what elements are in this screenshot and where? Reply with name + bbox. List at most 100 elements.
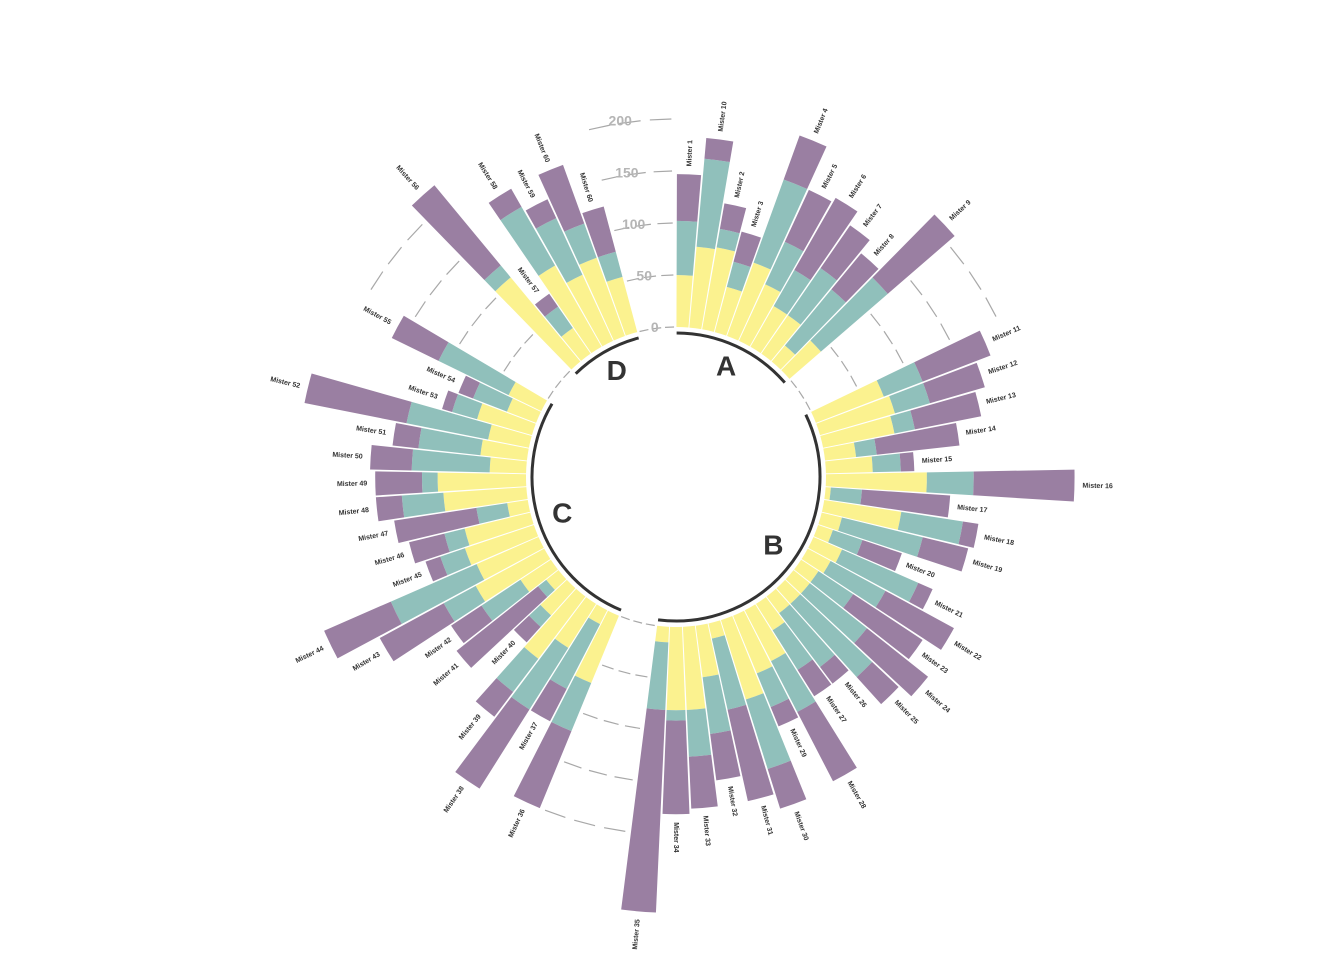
grid-tick	[805, 401, 811, 411]
bar-label: Mister 53	[407, 385, 438, 401]
bar-segment-observation-3	[375, 471, 423, 496]
grid-tick	[635, 223, 651, 227]
bar-label: Mister 17	[957, 504, 988, 514]
bar-segment-observation-2	[676, 220, 698, 276]
bar-segment-observation-3	[973, 469, 1075, 502]
group-arc	[657, 414, 822, 623]
grid-tick	[870, 313, 881, 327]
bar-segment-observation-2	[765, 241, 804, 292]
bar-label: Mister 46	[374, 552, 405, 567]
grid-tick	[407, 223, 423, 241]
bar-segment-observation-1	[825, 456, 873, 474]
grid-tick	[614, 226, 630, 232]
bar-segment-observation-2	[773, 270, 811, 315]
group-label: B	[763, 530, 783, 561]
bar-segment-observation-1	[538, 265, 602, 354]
bar-segment-observation-2	[871, 453, 901, 473]
grid-tick	[895, 349, 904, 364]
bar-segment-observation-1	[489, 457, 527, 474]
bar-segment-observation-1	[520, 559, 558, 592]
bar-segment-observation-3	[843, 594, 923, 660]
bar-segment-observation-1	[714, 286, 742, 336]
bar-segment-observation-2	[529, 604, 552, 627]
bar-label: Mister 6	[848, 173, 868, 199]
bar-segment-observation-1	[825, 472, 927, 493]
bar-segment-observation-3	[392, 422, 422, 449]
grid-tick	[370, 271, 384, 290]
bar-label: Mister 31	[759, 805, 774, 836]
grid-tick	[850, 375, 858, 387]
bar-segment-observation-3	[394, 507, 480, 544]
bar-segment-observation-1	[824, 487, 831, 500]
grid-tick	[619, 120, 641, 125]
bar-segment-observation-1	[720, 616, 764, 700]
bar-segment-observation-1	[507, 499, 531, 517]
bar-segment-observation-2	[823, 561, 886, 608]
bar-segment-observation-2	[753, 179, 808, 270]
bar-segment-observation-3	[914, 330, 991, 382]
grid-tick	[485, 297, 497, 310]
bar-label: Mister 51	[356, 425, 387, 436]
bar-segment-observation-1	[794, 559, 819, 583]
bar-segment-observation-3	[375, 495, 405, 522]
bar-segment-observation-1	[443, 487, 528, 512]
bar-label: Mister 15	[922, 456, 953, 465]
group-arc	[574, 336, 640, 375]
bar-segment-observation-1	[554, 597, 597, 648]
bar-segment-observation-1	[820, 416, 895, 448]
grid-tick	[603, 827, 626, 832]
grid-tick	[940, 323, 951, 341]
bar-label: Mister 35	[632, 919, 642, 950]
bar-segment-observation-3	[909, 582, 933, 610]
bar-segment-observation-1	[579, 257, 625, 341]
bar-segment-observation-2	[771, 652, 816, 712]
bar-segment-observation-3	[784, 189, 832, 252]
bar-segment-observation-3	[370, 445, 414, 471]
bar-segment-observation-3	[513, 615, 541, 643]
bar-segment-observation-3	[958, 521, 979, 548]
bar-segment-observation-2	[686, 708, 712, 757]
grid-tick	[624, 725, 641, 730]
bar-segment-observation-2	[511, 638, 569, 710]
grid-tick	[949, 246, 965, 265]
bar-segment-observation-2	[438, 342, 516, 396]
bar-segment-observation-1	[781, 340, 821, 379]
bar-segment-observation-1	[708, 620, 725, 639]
bar-segment-observation-2	[810, 277, 888, 352]
bar-segment-observation-2	[452, 394, 483, 420]
grid-layer	[370, 118, 997, 832]
bar-label: Mister 37	[519, 721, 540, 751]
group-label: D	[607, 355, 627, 386]
bar-segment-observation-3	[662, 720, 690, 815]
bar-segment-observation-1	[464, 512, 534, 546]
bar-segment-observation-3	[770, 698, 799, 727]
grid-tick	[620, 616, 630, 621]
bar-label: Mister 32	[726, 786, 738, 817]
bar-segment-observation-1	[733, 610, 773, 674]
grid-tick	[626, 277, 639, 282]
bar-label: Mister 33	[701, 815, 711, 846]
bar-segment-observation-1	[702, 247, 735, 332]
bar-label: Mister 12	[988, 360, 1019, 376]
bar-label: Mister 27	[824, 695, 847, 724]
bar-segment-observation-2	[564, 223, 597, 265]
grid-tick	[645, 623, 655, 627]
grid-tick	[429, 280, 442, 296]
bar-label: Mister 55	[362, 306, 392, 327]
grid-tick	[471, 313, 482, 327]
bar-segment-observation-1	[695, 623, 719, 678]
bar-label: Mister 60	[578, 172, 594, 203]
bar-label: Mister 36	[508, 808, 527, 839]
bar-segment-observation-1	[477, 403, 536, 436]
grid-tick	[661, 274, 674, 277]
grid-tick	[883, 330, 893, 345]
bar-segment-observation-3	[856, 661, 899, 705]
grid-tick	[601, 175, 620, 181]
grid-tick	[603, 719, 619, 726]
bar-segment-observation-1	[508, 381, 547, 412]
grid-tick	[635, 674, 648, 678]
grid-tick	[387, 246, 403, 265]
bar-segment-observation-2	[418, 427, 483, 456]
bar-segment-observation-2	[889, 383, 930, 414]
